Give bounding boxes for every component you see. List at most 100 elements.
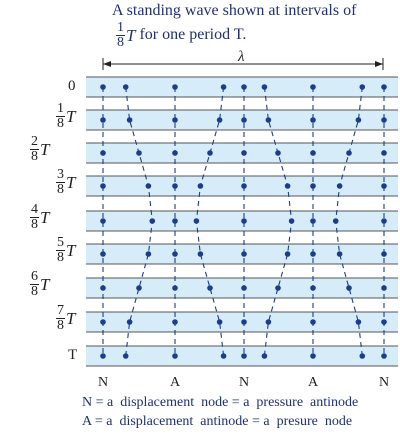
node-label: N xyxy=(239,375,249,390)
legend-antinode: A = a displacement antinode = a presure … xyxy=(82,414,353,429)
particle-dot xyxy=(381,117,387,123)
particle-dot xyxy=(172,251,178,257)
title-fraction: 1 8 xyxy=(116,21,125,50)
title-frac-num: 1 xyxy=(117,20,124,35)
particle-dot xyxy=(172,117,178,123)
particle-dot xyxy=(265,117,272,123)
particle-dot xyxy=(241,319,247,325)
particle-dot xyxy=(100,84,106,90)
node-label: N xyxy=(98,375,108,390)
particle-dot xyxy=(220,353,227,359)
particle-dot xyxy=(100,117,106,123)
particle-dot xyxy=(241,218,247,224)
particle-dot xyxy=(172,353,178,359)
wavelength-label: λ xyxy=(237,49,245,65)
particle-dot xyxy=(172,84,178,90)
particle-dot xyxy=(207,285,213,291)
particle-dot xyxy=(172,285,178,291)
particle-dot xyxy=(261,84,268,90)
particle-dot xyxy=(207,150,213,156)
particle-dot xyxy=(381,251,387,257)
particle-dot xyxy=(241,117,247,123)
particle-dot xyxy=(275,285,281,291)
node-label: N xyxy=(379,375,389,390)
particle-dot xyxy=(149,218,156,224)
particle-dot xyxy=(136,285,142,291)
particle-dot xyxy=(310,319,316,325)
particle-dot xyxy=(336,251,343,257)
particle-dot xyxy=(172,218,178,224)
particle-dot xyxy=(100,150,106,156)
particle-dot xyxy=(310,117,316,123)
particle-dot xyxy=(126,319,133,325)
title-line-1: A standing wave shown at intervals of xyxy=(112,2,357,19)
particle-dot xyxy=(355,117,362,123)
particle-dot xyxy=(100,353,106,359)
particle-dot xyxy=(275,150,281,156)
particle-dot xyxy=(193,218,200,224)
particle-dot xyxy=(310,183,316,189)
particle-dot xyxy=(359,84,366,90)
particle-dot xyxy=(136,150,142,156)
particle-dot xyxy=(310,84,316,90)
particle-dot xyxy=(381,183,387,189)
time-label: 0 xyxy=(68,78,76,94)
particle-dot xyxy=(355,319,362,325)
particle-dot xyxy=(197,251,204,257)
title-line-2: 1 8 T for one period T. xyxy=(116,21,246,50)
particle-dot xyxy=(381,319,387,325)
particle-dot xyxy=(145,251,152,257)
particle-dot xyxy=(381,150,387,156)
particle-dot xyxy=(241,150,247,156)
particle-dot xyxy=(241,251,247,257)
particle-dot xyxy=(332,218,339,224)
particle-dot xyxy=(100,285,106,291)
particle-dot xyxy=(346,285,352,291)
particle-dot xyxy=(100,183,106,189)
particle-dot xyxy=(145,183,152,189)
particle-dot xyxy=(310,251,316,257)
time-label: T xyxy=(68,347,78,363)
particle-dot xyxy=(359,353,366,359)
particle-dot xyxy=(381,218,387,224)
particle-dot xyxy=(241,84,247,90)
wavelength-arrowhead-right xyxy=(375,61,383,67)
particle-dot xyxy=(241,183,247,189)
particle-dot xyxy=(346,150,352,156)
particle-dot xyxy=(220,84,227,90)
particle-dot xyxy=(261,353,268,359)
legend-node: N = a displacement node = a pressure ant… xyxy=(82,395,359,410)
particle-dot xyxy=(172,319,178,325)
particle-dot xyxy=(310,353,316,359)
particle-dot xyxy=(381,84,387,90)
particle-dot xyxy=(216,117,223,123)
particle-dot xyxy=(288,218,295,224)
particle-dot xyxy=(100,319,106,325)
particle-dot xyxy=(172,150,178,156)
particle-dot xyxy=(284,251,291,257)
particle-dot xyxy=(241,285,247,291)
particle-dot xyxy=(381,353,387,359)
particle-dot xyxy=(126,117,133,123)
particle-dot xyxy=(336,183,343,189)
particle-dot xyxy=(122,353,129,359)
particle-dot xyxy=(197,183,204,189)
particle-dot xyxy=(265,319,272,325)
title-rest: for one period T. xyxy=(139,26,247,44)
particle-dot xyxy=(216,319,223,325)
antinode-label: A xyxy=(170,375,181,390)
antinode-label: A xyxy=(308,375,319,390)
wavelength-arrowhead-left xyxy=(103,61,111,67)
